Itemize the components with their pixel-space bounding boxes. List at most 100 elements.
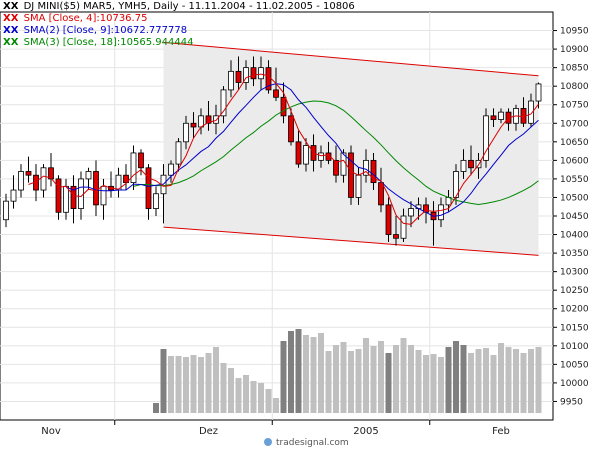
volume-bar: [393, 345, 399, 413]
candle-body: [378, 182, 384, 206]
volume-bar: [190, 355, 197, 413]
candle-body: [498, 111, 504, 120]
volume-bar: [408, 345, 414, 413]
y-tick-label: 10850: [560, 64, 589, 74]
x-tick-label: 2005: [353, 426, 378, 437]
candle-body: [213, 115, 219, 124]
candle-body: [535, 83, 542, 102]
volume-bar: [520, 353, 527, 413]
candle-body: [295, 141, 302, 165]
volume-bar: [528, 349, 534, 413]
volume-bar: [400, 338, 407, 413]
volume-bar: [295, 329, 302, 413]
x-tick-label: Nov: [41, 426, 61, 437]
candle-body: [153, 193, 159, 209]
x-tick-label: Feb: [492, 426, 510, 437]
candle-body: [85, 171, 92, 180]
candle-body: [10, 189, 17, 202]
volume-bar: [468, 353, 474, 413]
legend-marker: XX: [3, 37, 19, 48]
y-tick-label: 10250: [560, 286, 589, 296]
candle-body: [175, 141, 182, 165]
volume-bar: [355, 349, 362, 413]
candle-body: [333, 159, 339, 176]
channel-lower-line: [163, 226, 539, 256]
legend-sma4: SMA [Close, 4]:10736.75: [23, 13, 148, 24]
y-tick-label: 10400: [560, 231, 589, 241]
legend-row: XX SMA [Close, 4]:10736.75: [3, 13, 147, 25]
legend-marker: XX: [3, 13, 19, 24]
candle-body: [408, 208, 414, 217]
volume-bar: [168, 356, 174, 413]
watermark: tradesignal.com: [276, 438, 349, 448]
volume-bar: [460, 345, 467, 413]
candle-body: [130, 152, 137, 184]
candle-body: [205, 115, 212, 124]
candle-body: [168, 163, 174, 176]
volume-bar: [288, 331, 294, 413]
volume-bar: [280, 341, 287, 413]
y-tick-label: 10350: [560, 249, 589, 259]
candle-body: [18, 171, 24, 191]
candle-body: [235, 70, 242, 83]
volume-bar: [333, 345, 339, 413]
candle-body: [318, 152, 324, 161]
volume-bar: [505, 347, 512, 413]
y-tick-label: 10300: [560, 268, 589, 278]
candle-body: [363, 159, 369, 176]
candle-body: [25, 171, 32, 176]
volume-bar: [160, 349, 167, 413]
volume-bar: [423, 355, 429, 413]
candle-body: [288, 115, 294, 143]
candle-body: [123, 174, 129, 184]
candle-body: [303, 145, 309, 165]
y-tick-label: 10650: [560, 138, 589, 148]
volume-bar: [243, 375, 249, 413]
volume-bar: [318, 333, 324, 413]
candle-body: [243, 67, 249, 83]
candle-body: [3, 200, 9, 221]
volume-bar: [153, 403, 159, 413]
legend-marker: XX: [3, 25, 19, 36]
y-tick-label: 9950: [560, 397, 583, 407]
candle-body: [280, 96, 287, 117]
sma9-line: [65, 83, 539, 217]
candle-body: [138, 152, 144, 169]
volume-bar: [430, 354, 437, 413]
volume-bar: [213, 347, 219, 413]
candle-body: [183, 122, 189, 143]
candle-body: [460, 159, 467, 172]
candle-body: [468, 159, 474, 169]
candle-body: [483, 115, 489, 161]
candle-body: [528, 100, 534, 124]
volume-bar: [415, 350, 422, 413]
volume-bar: [235, 378, 242, 413]
candle-body: [93, 171, 99, 206]
volume-bar: [453, 341, 459, 413]
volume-bar: [498, 343, 504, 413]
volume-bar: [183, 357, 189, 413]
candle-body: [100, 185, 107, 206]
candle-body: [55, 178, 62, 213]
x-tick-label: Dez: [199, 426, 218, 437]
y-tick-label: 10600: [560, 156, 589, 166]
candle-body: [250, 67, 257, 80]
volume-bar: [228, 368, 234, 413]
volume-bar: [250, 381, 257, 413]
volume-bar: [265, 389, 272, 413]
volume-bar: [325, 351, 332, 413]
legend-sma18: SMA(3) [Close, 18]:10565.944444: [23, 37, 194, 48]
y-tick-label: 10100: [560, 342, 589, 352]
candle-body: [220, 89, 227, 117]
volume-bar: [363, 338, 369, 413]
legend-row: XX SMA(2) [Close, 9]:10672.777778: [3, 25, 187, 37]
y-tick-label: 10900: [560, 45, 589, 55]
watermark-logo-icon: [264, 438, 272, 446]
volume-bar: [483, 348, 489, 413]
volume-bar: [340, 342, 347, 413]
candle-body: [228, 70, 234, 91]
volume-bar: [490, 355, 497, 413]
y-tick-label: 10550: [560, 175, 589, 185]
y-tick-label: 10200: [560, 305, 589, 315]
